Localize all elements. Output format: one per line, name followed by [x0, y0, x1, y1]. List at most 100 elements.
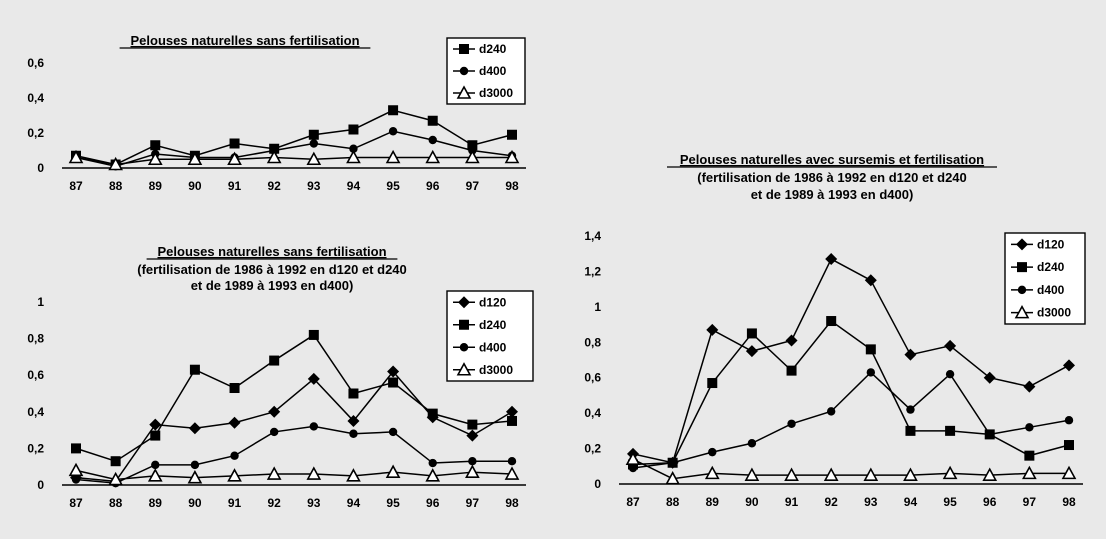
data-point-d3000	[385, 464, 401, 478]
data-point-d400	[866, 368, 876, 377]
data-point-d3000	[744, 467, 760, 481]
data-point-d240	[1024, 450, 1035, 461]
x-tick-label: 91	[228, 179, 242, 193]
x-tick-label: 91	[785, 495, 799, 509]
data-point-d3000	[266, 466, 282, 480]
x-tick-label: 97	[466, 496, 480, 510]
data-point-d120	[745, 345, 758, 358]
data-point-d120	[864, 274, 877, 287]
data-point-d400	[309, 422, 319, 431]
legend-label: d120	[1037, 237, 1065, 251]
data-point-d3000	[1022, 465, 1037, 480]
y-tick-label: 0,8	[584, 335, 601, 349]
x-tick-label: 89	[149, 179, 163, 193]
data-point-d120	[1023, 380, 1036, 393]
data-point-d240	[229, 138, 240, 149]
chart-subtitle-line: (fertilisation de 1986 à 1992 en d120 et…	[137, 262, 407, 277]
data-point-d120	[188, 422, 201, 435]
legend-marker-d400	[459, 66, 469, 76]
y-tick-label: 0,4	[27, 91, 44, 105]
series-line-d240	[75, 109, 513, 166]
series-line-d120	[75, 370, 513, 483]
data-point-d120	[149, 418, 162, 431]
data-point-d240	[945, 425, 956, 436]
data-point-d240	[189, 364, 200, 375]
data-point-d240	[388, 377, 399, 388]
legend-marker-d400	[1017, 285, 1027, 295]
data-point-d400	[985, 430, 994, 439]
series-d400	[71, 127, 517, 171]
data-point-d240	[110, 456, 121, 467]
data-point-d400	[309, 139, 319, 148]
data-point-d240	[865, 344, 876, 355]
data-point-d3000	[187, 470, 203, 484]
data-point-d400	[388, 127, 398, 136]
x-tick-label: 90	[188, 179, 202, 193]
data-point-d3000	[504, 149, 520, 164]
legend-label: d240	[479, 42, 507, 56]
data-point-d240	[308, 329, 319, 340]
data-point-d240	[467, 140, 478, 151]
data-point-d120	[785, 334, 798, 347]
data-point-d3000	[504, 466, 520, 480]
data-point-d120	[825, 253, 838, 266]
series-line-d240	[632, 320, 1070, 466]
data-point-d120	[268, 405, 281, 418]
data-point-d400	[269, 427, 279, 437]
legend-marker-d3000	[456, 362, 472, 376]
y-tick-label: 0,4	[27, 405, 44, 419]
x-tick-label: 93	[864, 495, 878, 509]
legend-label: d3000	[479, 86, 513, 100]
data-point-d400	[787, 419, 796, 428]
series-d400	[628, 368, 1074, 473]
y-tick-label: 0	[594, 477, 601, 491]
legend: d120 d240 d400 d3000	[446, 290, 534, 382]
x-tick-label: 95	[386, 179, 400, 193]
data-point-d120	[387, 365, 400, 378]
series-line-d120	[632, 257, 1070, 464]
x-tick-label: 93	[307, 179, 321, 193]
data-point-d400	[349, 144, 358, 153]
data-point-d240	[507, 129, 517, 140]
data-point-d3000	[346, 468, 361, 482]
y-tick-label: 1,2	[584, 264, 601, 278]
data-point-d120	[1063, 359, 1075, 372]
data-point-d3000	[346, 149, 361, 164]
legend-marker-d3000	[1014, 304, 1030, 319]
data-point-d3000	[704, 465, 720, 480]
data-point-d240	[905, 425, 916, 436]
data-point-d3000	[68, 462, 84, 477]
chart-subtitle-line: (fertilisation de 1986 à 1992 en d120 et…	[697, 170, 967, 185]
data-point-d120	[506, 405, 518, 418]
data-point-d400	[906, 405, 915, 414]
series-d120	[70, 365, 518, 488]
data-point-d3000	[784, 467, 799, 481]
legend-box	[446, 290, 534, 382]
data-point-d400	[668, 458, 677, 467]
legend-marker-d3000	[456, 85, 472, 99]
data-point-d240	[150, 140, 161, 151]
data-point-d3000	[982, 467, 998, 481]
chart-subtitle-line: et de 1989 à 1993 en d400)	[751, 187, 914, 202]
x-tick-label: 94	[904, 495, 918, 509]
data-point-d240	[1064, 440, 1074, 451]
x-tick-label: 87	[69, 496, 83, 510]
data-point-d240	[507, 415, 517, 426]
data-point-d240	[467, 419, 478, 430]
data-point-d400	[628, 463, 638, 473]
x-tick-label: 93	[307, 496, 321, 510]
data-point-d120	[944, 339, 957, 352]
data-point-d3000	[385, 149, 401, 164]
chart-title: Pelouses naturelles sans fertilisation	[157, 244, 386, 259]
x-tick-label: 96	[426, 179, 440, 193]
data-point-d3000	[108, 156, 123, 171]
series-d3000	[625, 451, 1077, 485]
series-line-d3000	[75, 156, 512, 166]
legend-label: d400	[479, 340, 507, 354]
legend-label: d240	[479, 318, 507, 332]
data-point-d400	[507, 457, 517, 466]
legend-marker-d240	[1017, 262, 1027, 273]
data-point-d400	[388, 427, 398, 437]
